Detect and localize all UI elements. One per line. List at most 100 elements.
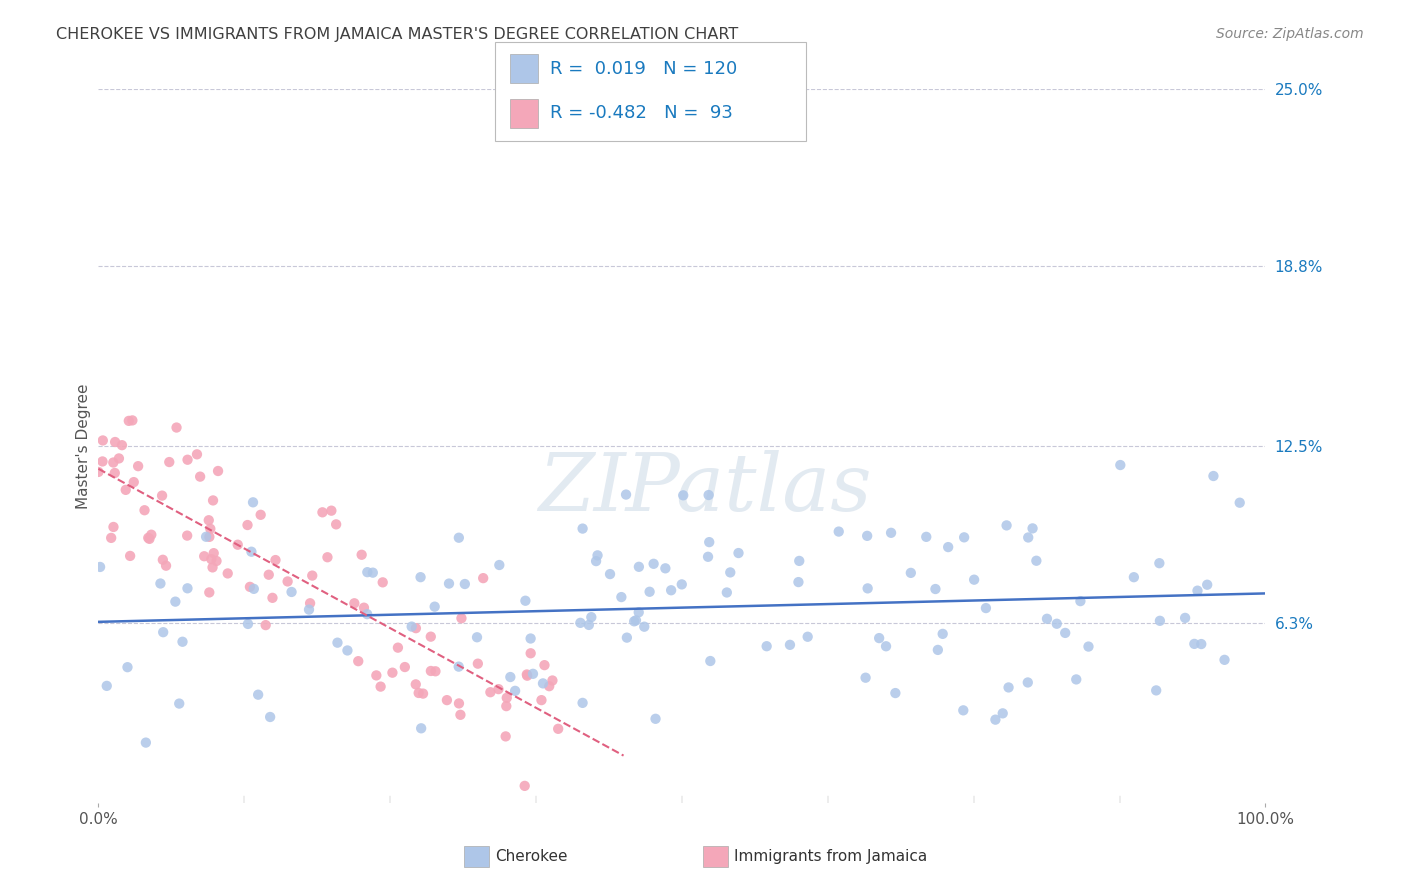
Point [1109, 458, 1132, 472]
Point [336, 643, 359, 657]
Point [718, 566, 741, 580]
Text: R = -0.482   N =  93: R = -0.482 N = 93 [550, 104, 733, 122]
Point [134, 503, 156, 517]
Point [727, 546, 749, 560]
Point [488, 558, 510, 572]
Point [447, 697, 470, 711]
Point [465, 630, 488, 644]
Point [1122, 570, 1144, 584]
Point [569, 615, 592, 630]
Point [467, 657, 489, 671]
Point [242, 495, 264, 509]
Point [202, 546, 225, 560]
Point [1149, 556, 1171, 570]
Point [953, 530, 976, 544]
Point [880, 525, 903, 540]
Point [198, 530, 221, 544]
Point [672, 488, 695, 502]
Point [1174, 611, 1197, 625]
Point [149, 576, 172, 591]
Point [991, 706, 1014, 721]
Point [356, 607, 378, 621]
Point [371, 575, 394, 590]
Point [347, 654, 370, 668]
Point [541, 673, 564, 688]
Point [188, 469, 211, 483]
Point [1189, 637, 1212, 651]
Point [1182, 637, 1205, 651]
Point [387, 640, 409, 655]
Point [671, 577, 693, 591]
Point [659, 583, 682, 598]
Point [259, 710, 281, 724]
Point [425, 665, 447, 679]
Point [176, 528, 198, 542]
Point [254, 618, 277, 632]
Point [856, 529, 879, 543]
Point [927, 643, 949, 657]
Point [201, 560, 224, 574]
Point [100, 531, 122, 545]
Point [697, 549, 720, 564]
Point [586, 549, 609, 563]
Point [381, 665, 404, 680]
Point [997, 681, 1019, 695]
Point [172, 634, 194, 648]
Point [240, 545, 263, 559]
Point [167, 697, 190, 711]
Point [200, 552, 222, 566]
Point [89, 560, 111, 574]
Point [87, 465, 110, 479]
Point [755, 639, 778, 653]
Point [321, 504, 343, 518]
Point [963, 573, 986, 587]
Point [1187, 583, 1209, 598]
Point [1017, 531, 1039, 545]
Point [516, 667, 538, 681]
Point [122, 475, 145, 489]
Point [104, 435, 127, 450]
Point [531, 676, 554, 690]
Point [200, 522, 222, 536]
Point [479, 685, 502, 699]
Point [495, 730, 517, 744]
Point [581, 610, 603, 624]
Point [419, 630, 441, 644]
Point [370, 680, 392, 694]
Point [91, 454, 114, 468]
Point [495, 690, 517, 705]
Point [654, 561, 676, 575]
Point [247, 688, 270, 702]
Point [1046, 616, 1069, 631]
Point [202, 493, 225, 508]
Point [952, 703, 974, 717]
Text: R =  0.019   N = 120: R = 0.019 N = 120 [550, 60, 737, 78]
Point [900, 566, 922, 580]
Point [236, 616, 259, 631]
Point [699, 654, 721, 668]
Point [301, 568, 323, 582]
Point [217, 566, 239, 581]
Point [571, 522, 593, 536]
Point [118, 414, 141, 428]
Point [226, 538, 249, 552]
Point [366, 668, 388, 682]
Point [1064, 673, 1087, 687]
Point [1144, 683, 1167, 698]
Point [1017, 675, 1039, 690]
Point [176, 582, 198, 596]
Point [571, 696, 593, 710]
Text: ZIPatlas: ZIPatlas [538, 450, 872, 527]
Text: Cherokee: Cherokee [495, 849, 568, 863]
Point [924, 582, 946, 596]
Point [277, 574, 299, 589]
Point [408, 686, 430, 700]
Point [152, 553, 174, 567]
Point [155, 558, 177, 573]
Point [121, 413, 143, 427]
Point [1202, 469, 1225, 483]
Point [516, 669, 538, 683]
Point [787, 554, 810, 568]
Point [138, 532, 160, 546]
Point [488, 682, 510, 697]
